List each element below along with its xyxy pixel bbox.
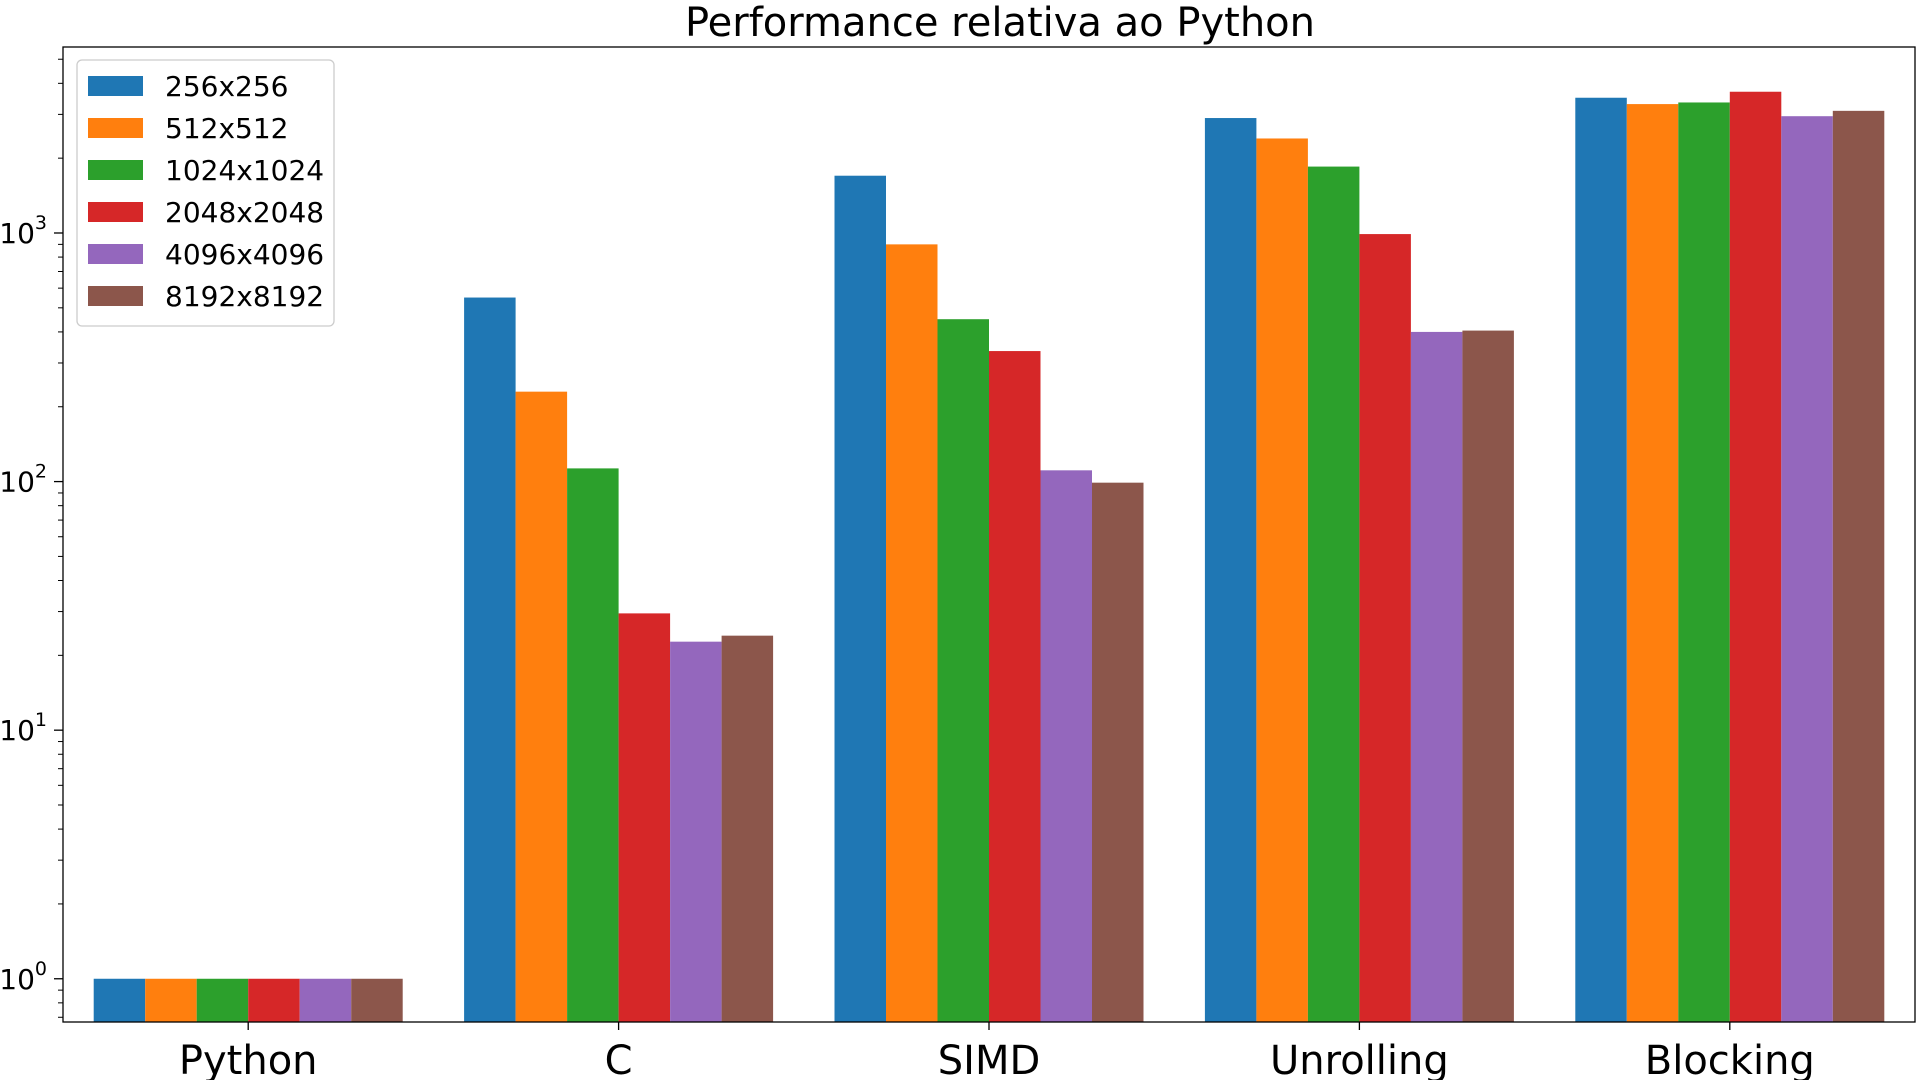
x-tick-label: Unrolling [1270,1038,1449,1080]
bar-python-1024x1024 [196,978,249,1022]
legend-label: 8192x8192 [165,280,324,313]
legend-label: 256x256 [165,70,288,103]
legend-label: 4096x4096 [165,238,324,271]
bar-blocking-1024x1024 [1678,102,1730,1023]
bar-blocking-256x256 [1575,97,1627,1023]
x-tick-label: C [605,1038,633,1080]
x-tick-label: SIMD [938,1038,1041,1080]
legend-swatch [88,244,143,264]
bar-c-256x256 [464,297,516,1022]
x-tick-label: Blocking [1645,1038,1815,1080]
bar-c-512x512 [515,391,568,1022]
y-tick-label: 102 [0,461,47,499]
bars-group [93,91,1885,1023]
bar-python-512x512 [145,978,197,1022]
bar-python-4096x4096 [299,978,352,1022]
bar-simd-2048x2048 [989,351,1041,1022]
bar-c-8192x8192 [721,635,774,1022]
legend: 256x256 512x512 1024x1024 2048x2048 4096x409… [76,59,335,327]
bar-simd-8192x8192 [1092,482,1144,1022]
legend-label: 1024x1024 [165,154,324,187]
legend-swatch [88,118,143,138]
bar-unrolling-2048x2048 [1359,234,1411,1022]
bar-unrolling-4096x4096 [1410,331,1463,1022]
x-tick-label: Python [179,1038,318,1080]
bar-simd-256x256 [834,175,886,1022]
legend-swatch [88,202,143,222]
legend-swatch [88,286,143,306]
legend-swatch [88,160,143,180]
x-axis: Python C SIMD Unrolling Blocking [179,1022,1815,1080]
bar-blocking-512x512 [1626,104,1679,1023]
bar-unrolling-512x512 [1256,138,1308,1023]
y-tick-label: 103 [0,212,47,250]
bar-c-1024x1024 [567,468,619,1022]
y-axis: 100 101 102 103 [0,58,63,1018]
bar-blocking-4096x4096 [1781,116,1833,1022]
y-tick-label: 101 [0,709,47,747]
bar-python-256x256 [93,978,146,1022]
bar-python-2048x2048 [248,978,300,1022]
bar-c-4096x4096 [670,641,722,1022]
legend-label: 2048x2048 [165,196,324,229]
y-tick-label: 100 [0,958,47,996]
bar-unrolling-256x256 [1204,118,1257,1023]
bar-python-8192x8192 [351,978,403,1022]
bar-simd-4096x4096 [1040,470,1092,1022]
bar-simd-512x512 [886,244,938,1022]
chart-title: Performance relativa ao Python [685,0,1315,46]
bar-simd-1024x1024 [937,319,989,1022]
legend-swatch [88,76,143,96]
bar-blocking-8192x8192 [1832,110,1885,1023]
bar-unrolling-1024x1024 [1307,166,1360,1022]
bar-unrolling-8192x8192 [1462,330,1514,1023]
bar-c-2048x2048 [618,613,671,1022]
bar-blocking-2048x2048 [1729,91,1782,1023]
legend-label: 512x512 [165,112,288,145]
